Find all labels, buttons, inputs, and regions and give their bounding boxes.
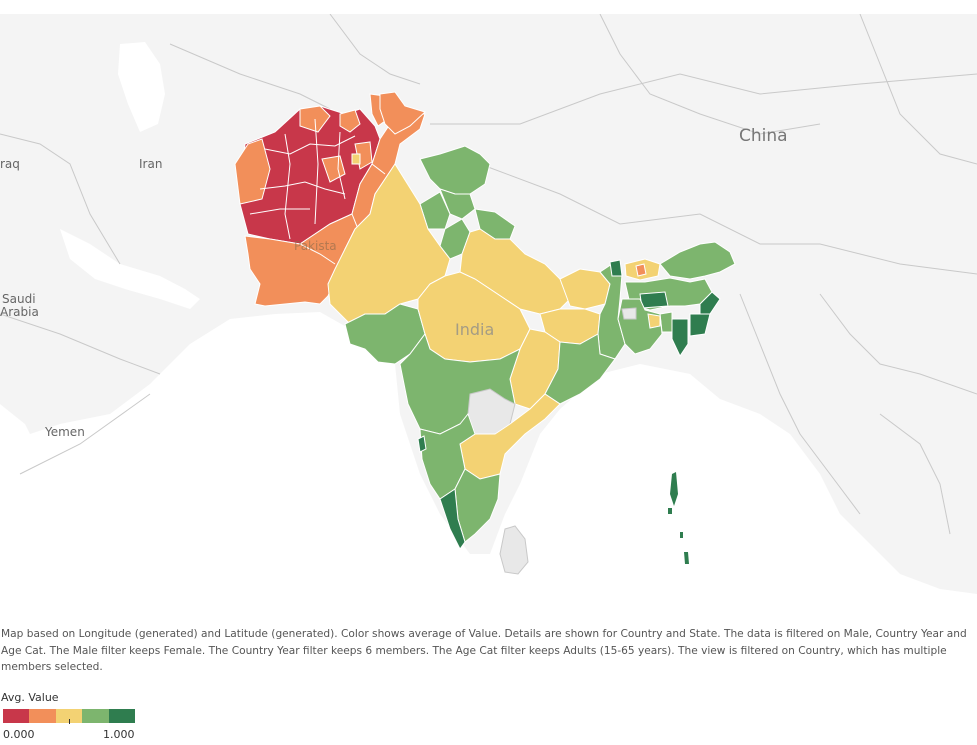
india-meghalaya[interactable] [639, 291, 669, 309]
india-sikkim[interactable] [609, 259, 623, 277]
afghanistan-district-lines [249, 118, 356, 240]
india-rajasthan[interactable] [327, 163, 451, 325]
label-yemen: Yemen [44, 425, 85, 439]
legend-tick [69, 719, 70, 724]
label-iraq: raq [0, 157, 20, 171]
india-arunachal[interactable] [659, 241, 736, 280]
sri-lanka[interactable] [499, 525, 529, 575]
label-saudi-1: Saudi [2, 292, 36, 306]
legend-swatch-1 [3, 709, 30, 723]
india-no-data-patch[interactable] [621, 307, 637, 320]
persian-gulf [60, 229, 200, 309]
legend-min-label: 0.000 [3, 728, 35, 741]
caspian-sea [118, 42, 165, 132]
legend-swatch-5 [108, 709, 136, 723]
india-goa[interactable] [417, 435, 427, 453]
legend-swatch-2 [29, 709, 56, 723]
choropleth-map[interactable]: China Iran raq Saudi Arabia Yemen Pakist… [0, 14, 977, 618]
india-mizoram[interactable] [671, 318, 689, 358]
label-china: China [739, 126, 788, 146]
andaman-islands[interactable] [668, 472, 689, 564]
arabian-sea [0, 312, 977, 618]
india-kerala[interactable] [439, 488, 466, 550]
india-jammu-kashmir[interactable] [419, 145, 491, 195]
color-legend [3, 709, 136, 723]
legend-swatch-3 [55, 709, 83, 723]
background-borders [0, 14, 977, 535]
label-saudi-2: Arabia [0, 305, 39, 319]
india-manipur[interactable] [689, 313, 711, 337]
legend-swatch-4 [82, 709, 109, 723]
india-nagaland[interactable] [699, 291, 721, 315]
india-karnataka[interactable] [419, 412, 476, 500]
label-pakistan: Pakista [294, 239, 337, 253]
map-caption: Map based on Longitude (generated) and L… [1, 628, 967, 673]
bhutan-red[interactable] [635, 263, 647, 277]
bangladesh-yellow[interactable] [647, 313, 661, 329]
legend-title: Avg. Value [1, 691, 59, 704]
legend-max-label: 1.000 [103, 728, 135, 741]
label-india: India [455, 320, 494, 339]
red-sea [0, 404, 40, 464]
label-iran: Iran [139, 157, 162, 171]
pakistan-gilgit[interactable] [379, 91, 426, 135]
